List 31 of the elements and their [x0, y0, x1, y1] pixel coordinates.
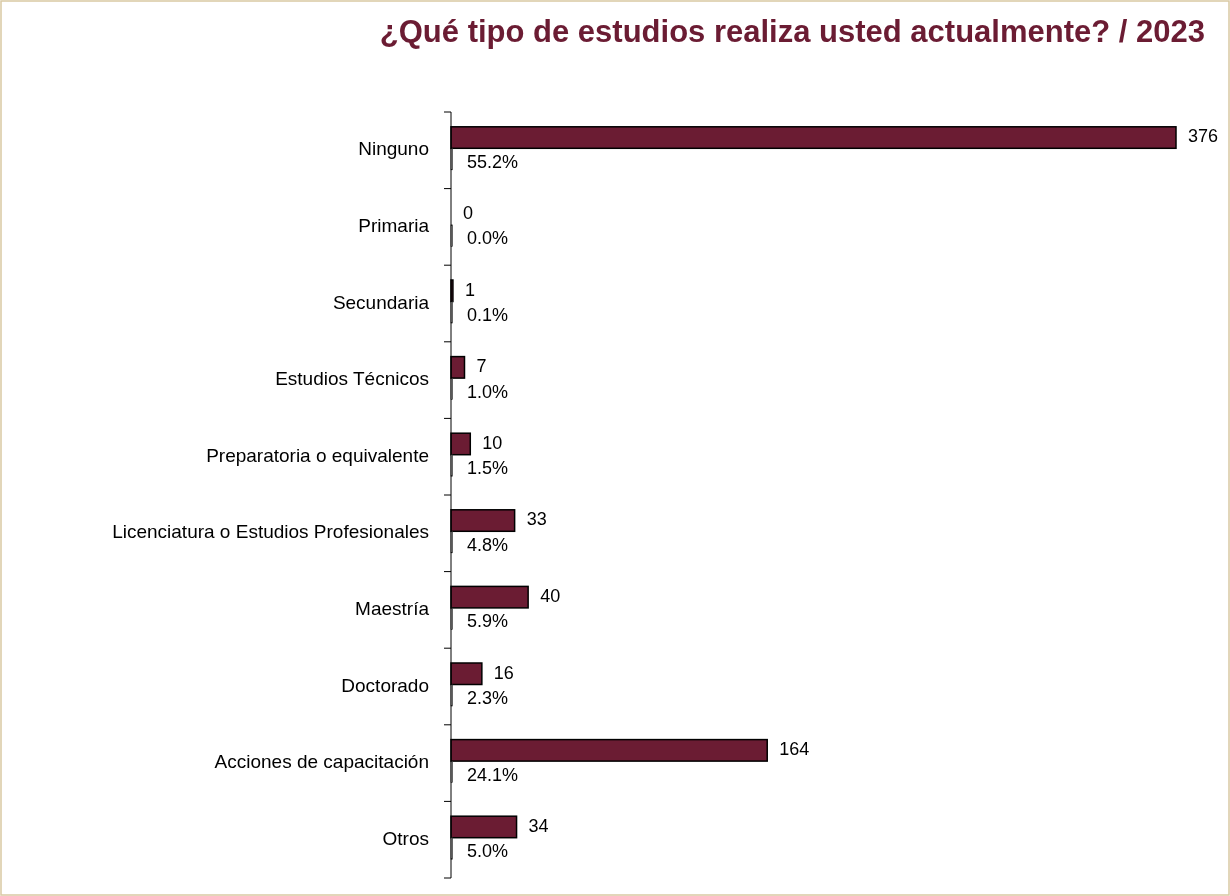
- y-tick-label: Primaria: [358, 214, 430, 236]
- data-label: 0: [463, 202, 474, 223]
- data-label: 16: [493, 662, 514, 683]
- data-label: 24.1%: [467, 764, 519, 785]
- data-label: 2.3%: [467, 688, 509, 708]
- data-label: 376: [1188, 126, 1219, 147]
- data-label: 40: [540, 585, 561, 606]
- data-label: 7: [476, 356, 487, 377]
- data-label: 1.5%: [467, 458, 509, 479]
- data-label: 0.1%: [467, 305, 509, 325]
- y-tick-label: Ninguno: [358, 138, 429, 160]
- data-label: 1.0%: [467, 381, 509, 402]
- data-label: 34: [528, 815, 549, 836]
- y-tick-label: Estudios Técnicos: [275, 368, 429, 390]
- y-tick-label: Acciones de capacitación: [214, 751, 429, 773]
- y-tick-label: Licenciatura o Estudios Profesionales: [112, 521, 429, 543]
- y-tick-label: Preparatoria o equivalente: [206, 444, 429, 466]
- data-label: 5.0%: [467, 841, 509, 862]
- y-tick-label: Maestría: [355, 597, 430, 619]
- y-tick-label: Doctorado: [341, 674, 429, 696]
- data-label: 164: [779, 739, 810, 760]
- data-label: 33: [526, 509, 547, 530]
- y-tick-label: Otros: [382, 827, 429, 849]
- data-label: 4.8%: [467, 534, 509, 555]
- data-label: 0.0%: [467, 228, 509, 249]
- data-label: 55.2%: [467, 151, 519, 172]
- data-label: 5.9%: [467, 611, 509, 632]
- y-tick-label: Secundaria: [332, 291, 430, 313]
- data-label: 1: [464, 279, 475, 300]
- data-label: 10: [482, 432, 503, 453]
- chart-title: ¿Qué tipo de estudios realiza usted actualmente? / 2023: [379, 14, 1205, 49]
